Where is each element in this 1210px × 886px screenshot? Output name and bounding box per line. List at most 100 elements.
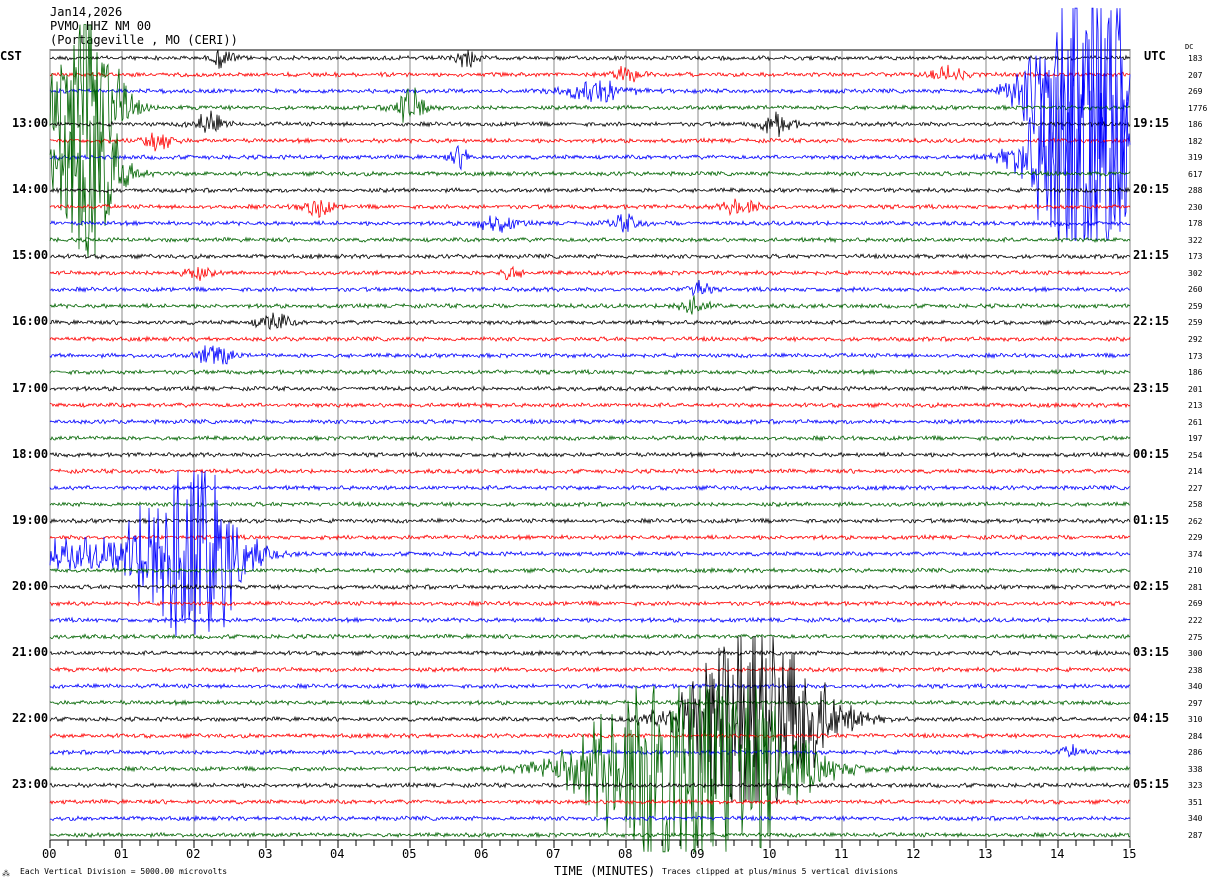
seismic-trace [49, 484, 1131, 492]
x-tick-label: 15 [1122, 847, 1137, 861]
x-tick-label: 07 [546, 847, 561, 861]
right-hour-label: 19:15 [1133, 116, 1170, 131]
dc-value: 259 [1188, 318, 1203, 328]
dc-value: 197 [1188, 434, 1203, 444]
dc-value: 281 [1188, 582, 1203, 592]
dc-value: 227 [1188, 483, 1203, 493]
left-timezone: CST [0, 49, 22, 63]
seismic-trace [49, 633, 1131, 641]
seismic-trace [49, 685, 1131, 853]
dc-value: 286 [1188, 748, 1203, 758]
seismic-trace [49, 636, 1131, 803]
x-tick-label: 01 [114, 847, 129, 861]
seismic-trace [49, 198, 1131, 218]
seismic-trace [49, 7, 1131, 175]
dc-value: 238 [1188, 665, 1203, 675]
dc-value: 1776 [1188, 103, 1208, 113]
x-tick-label: 04 [330, 847, 345, 861]
seismic-trace [49, 50, 1131, 69]
x-tick-label: 05 [402, 847, 417, 861]
dc-value: 340 [1188, 814, 1203, 824]
scale-note: Each Vertical Division = 5000.00 microvo… [20, 867, 228, 876]
dc-value: 340 [1188, 682, 1203, 692]
dc-value: 222 [1188, 616, 1203, 626]
dc-value: 322 [1188, 235, 1203, 245]
seismic-trace [49, 279, 1131, 297]
left-hour-label: 19:00 [12, 512, 49, 527]
seismic-trace [49, 24, 1131, 191]
seismic-trace [49, 418, 1131, 426]
dc-value: 258 [1188, 500, 1203, 510]
seismic-trace [49, 583, 1131, 591]
station-id: PVMO HHZ NM 00 [50, 19, 152, 33]
right-hour-label: 22:15 [1133, 314, 1170, 329]
dc-value: 183 [1188, 54, 1203, 63]
seismic-trace [49, 345, 1131, 365]
dc-value: 374 [1188, 549, 1203, 559]
seismic-trace [49, 73, 1131, 241]
dc-value: 210 [1188, 566, 1203, 576]
right-hour-label: 23:15 [1133, 380, 1170, 395]
seismic-trace [49, 798, 1131, 806]
dc-value: 262 [1188, 516, 1203, 526]
seismic-trace [49, 744, 1131, 758]
dc-value: 302 [1188, 268, 1203, 278]
dc-value: 351 [1188, 797, 1203, 807]
seismic-trace [49, 236, 1131, 244]
dc-value: 186 [1188, 368, 1203, 378]
left-hour-label: 22:00 [12, 711, 49, 726]
dc-value: 323 [1188, 781, 1203, 791]
chart-date: Jan14,2026 [50, 5, 123, 19]
left-hour-label: 20:00 [12, 578, 49, 593]
seismic-trace [49, 533, 1131, 542]
right-hour-label: 04:15 [1133, 711, 1170, 726]
seismic-trace [49, 385, 1131, 393]
seismic-trace [49, 295, 1131, 315]
seismic-trace [49, 682, 1131, 690]
plot-frame [49, 49, 1131, 841]
x-tick-label: 02 [186, 847, 201, 861]
seismic-trace [49, 335, 1131, 343]
dc-value: 275 [1188, 632, 1203, 642]
seismic-trace [49, 110, 1131, 138]
seismic-trace [49, 401, 1131, 409]
x-tick-label: 10 [762, 847, 777, 861]
right-hour-label: 00:15 [1133, 446, 1170, 461]
x-tick-label: 11 [834, 847, 849, 861]
dc-value: 300 [1188, 649, 1203, 659]
dc-value: 338 [1188, 764, 1203, 774]
dc-value: 287 [1188, 830, 1203, 840]
clip-note: Traces clipped at plus/minus 5 vertical … [662, 867, 899, 876]
dc-value: 617 [1188, 169, 1203, 179]
dc-value: 230 [1188, 202, 1203, 212]
seismic-trace [49, 64, 1131, 83]
seismic-trace [49, 470, 1131, 637]
seismic-trace [49, 451, 1131, 459]
right-hour-label: 03:15 [1133, 645, 1170, 660]
dc-value: 214 [1188, 467, 1203, 477]
dc-value: 213 [1188, 401, 1203, 411]
seismic-trace [49, 600, 1131, 608]
left-hour-label: 15:00 [12, 248, 49, 263]
seismic-trace [49, 265, 1131, 281]
seismic-trace [49, 312, 1131, 331]
seismic-trace [49, 434, 1131, 442]
dc-value: 178 [1188, 219, 1203, 229]
right-timezone: UTC [1144, 49, 1166, 63]
x-tick-label: 12 [906, 847, 921, 861]
dc-value: 292 [1188, 335, 1203, 344]
seismic-trace [49, 368, 1131, 376]
right-hour-label: 02:15 [1133, 578, 1170, 593]
seismic-trace [49, 649, 1131, 657]
left-hour-label: 23:00 [12, 777, 49, 792]
left-hour-label: 17:00 [12, 380, 49, 395]
x-tick-label: 06 [474, 847, 489, 861]
dc-label: DC [1185, 43, 1194, 51]
scale-icon: ⁂ [2, 869, 10, 878]
dc-value: 259 [1188, 301, 1203, 311]
seismic-trace [49, 666, 1131, 674]
x-tick-label: 14 [1050, 847, 1065, 861]
dc-value: 288 [1188, 186, 1203, 196]
left-hour-label: 16:00 [12, 314, 49, 329]
